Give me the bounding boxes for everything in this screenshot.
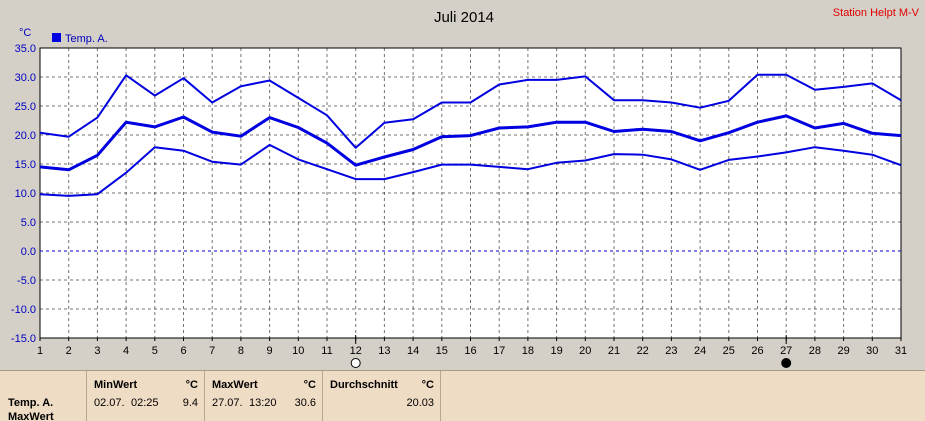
row-labels-cell: Temp. A. MaxWert [0, 371, 87, 421]
x-tick-label: 11 [321, 345, 332, 357]
x-tick-label: 24 [694, 345, 706, 357]
x-tick-label: 9 [267, 345, 273, 357]
station-name: Station Helpt M-V [832, 7, 919, 19]
y-tick-label: 5.0 [21, 217, 36, 229]
legend-swatch [52, 33, 61, 42]
x-tick-label: 8 [238, 345, 244, 357]
min-time: 02:25 [131, 397, 159, 409]
y-tick-label: 20.0 [15, 130, 36, 142]
min-header: MinWert [94, 379, 138, 391]
y-tick-label: 35.0 [15, 43, 36, 55]
new-moon-icon [781, 358, 792, 368]
avg-unit: °C [421, 379, 434, 391]
x-tick-label: 17 [493, 345, 505, 357]
y-tick-label: 10.0 [15, 188, 36, 200]
x-tick-label: 25 [723, 345, 735, 357]
x-tick-label: 14 [407, 345, 419, 357]
max-unit: °C [303, 379, 316, 391]
x-tick-label: 22 [637, 345, 649, 357]
x-tick-label: 13 [378, 345, 390, 357]
avg-stat-cell: Durchschnitt °C 20.03 [323, 371, 441, 421]
x-tick-label: 28 [809, 345, 821, 357]
x-tick-label: 3 [94, 345, 100, 357]
min-value: 9.4 [182, 397, 198, 409]
y-tick-label: 30.0 [15, 72, 36, 84]
min-unit: °C [185, 379, 198, 391]
x-tick-label: 18 [522, 345, 534, 357]
min-date: 02.07. [94, 397, 125, 409]
x-tick-label: 29 [837, 345, 849, 357]
avg-value: 20.03 [406, 397, 434, 409]
series-line-max [39, 73, 902, 149]
x-tick-label: 6 [180, 345, 186, 357]
avg-header: Durchschnitt [330, 379, 398, 391]
x-tick-label: 7 [209, 345, 215, 357]
x-tick-label: 30 [866, 345, 878, 357]
x-tick-label: 19 [550, 345, 562, 357]
x-tick-label: 4 [123, 345, 129, 357]
x-tick-label: 26 [751, 345, 763, 357]
x-tick-label: 27 [780, 345, 792, 357]
x-tick-label: 31 [895, 345, 907, 357]
chart-title: Juli 2014 [434, 9, 494, 26]
max-header: MaxWert [212, 379, 258, 391]
x-tick-label: 15 [436, 345, 448, 357]
y-tick-label: -15.0 [11, 333, 36, 345]
full-moon-icon [350, 358, 361, 368]
y-tick-label: -10.0 [11, 304, 36, 316]
x-tick-label: 2 [66, 345, 72, 357]
y-tick-label: 25.0 [15, 101, 36, 113]
y-axis-unit: °C [19, 27, 31, 39]
x-tick-label: 21 [608, 345, 620, 357]
x-tick-label: 12 [350, 345, 362, 357]
max-stat-cell: MaxWert °C 27.07. 13:20 30.6 [205, 371, 323, 421]
statistics-panel: Temp. A. MaxWert MinWert °C 02.07. 02:25… [0, 370, 925, 421]
maxwert-row-label: MaxWert [8, 411, 54, 421]
y-tick-label: 15.0 [15, 159, 36, 171]
series-row-label: Temp. A. [8, 397, 54, 409]
axis-ticks: 1 2 3 4 5 6 7 8 9 10 11 12 13 14 15 16 17 18 19 20 21 22 23 24 2… [11, 43, 907, 357]
y-tick-label: -5.0 [17, 275, 36, 287]
max-date: 27.07. [212, 397, 243, 409]
min-stat-cell: MinWert °C 02.07. 02:25 9.4 [87, 371, 205, 421]
x-tick-label: 20 [579, 345, 591, 357]
moon-markers [350, 335, 792, 368]
series-line-avg [39, 114, 902, 172]
y-tick-label: 0.0 [21, 246, 36, 258]
series-lines [39, 73, 902, 197]
x-tick-label: 23 [665, 345, 677, 357]
max-value: 30.6 [294, 397, 316, 409]
gridlines [40, 48, 901, 338]
legend-label: Temp. A. [65, 33, 108, 45]
temperature-chart: 1 2 3 4 5 6 7 8 9 10 11 12 13 14 15 16 17 18 19 20 21 22 23 24 2… [11, 9, 907, 368]
max-time: 13:20 [249, 397, 277, 409]
x-tick-label: 1 [37, 345, 43, 357]
x-tick-label: 16 [464, 345, 476, 357]
series-line-min [39, 143, 902, 197]
x-tick-label: 5 [152, 345, 158, 357]
x-tick-label: 10 [292, 345, 304, 357]
